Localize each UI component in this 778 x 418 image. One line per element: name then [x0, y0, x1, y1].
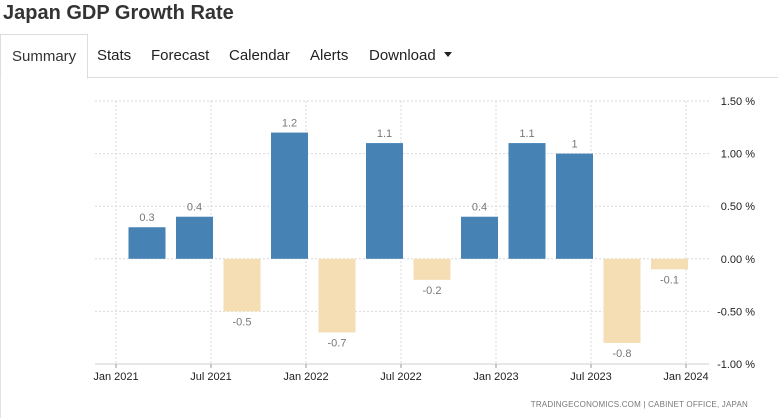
tab-alerts[interactable]: Alerts	[310, 34, 348, 78]
tab-summary-label: Summary	[12, 48, 77, 65]
bar-value-label: -0.1	[660, 274, 679, 286]
tab-calendar-label: Calendar	[229, 47, 290, 64]
tab-alerts-label: Alerts	[310, 47, 349, 64]
x-tick-label: Jul 2021	[190, 371, 232, 383]
chart-bars	[128, 132, 688, 343]
source-credit: TRADINGECONOMICS.COM | CABINET OFFICE, J…	[530, 400, 748, 409]
y-tick-label: 1.50 %	[721, 96, 755, 108]
y-tick-label: 1.00 %	[721, 149, 755, 161]
page-title: Japan GDP Growth Rate	[3, 2, 234, 24]
x-tick-label: Jan 2023	[473, 371, 518, 383]
bar	[318, 258, 356, 333]
bar	[223, 258, 261, 312]
tab-stats-label: Stats	[97, 47, 132, 64]
x-tick-label: Jan 2021	[93, 371, 138, 383]
bar-value-label: 0.4	[187, 202, 202, 214]
bar	[603, 258, 641, 343]
bar	[413, 258, 451, 280]
bar	[461, 216, 498, 259]
bar-value-label: 1.1	[519, 128, 534, 140]
tab-download-label: Download	[369, 47, 436, 64]
bar	[556, 153, 593, 259]
bar	[366, 143, 403, 259]
tab-forecast-label: Forecast	[151, 47, 210, 64]
x-tick-label: Jan 2022	[283, 371, 328, 383]
bar-value-label: 0.3	[139, 212, 154, 224]
tab-forecast[interactable]: Forecast	[151, 34, 209, 78]
y-tick-label: -0.50 %	[717, 306, 755, 318]
chart-y-axis: 1.50 % 1.00 % 0.50 % 0.00 % -0.50 % -1.00 %	[717, 96, 755, 371]
bar-value-label: -0.2	[423, 285, 442, 297]
tab-bar: Summary Stats Forecast Calendar Alerts D…	[0, 34, 778, 79]
panel-border	[0, 78, 1, 418]
bar-value-label: 1.1	[377, 128, 392, 140]
y-tick-label: 0.00 %	[721, 254, 755, 266]
y-tick-label: 0.50 %	[721, 201, 755, 213]
chevron-down-icon	[443, 51, 452, 57]
x-tick-label: Jan 2024	[663, 371, 708, 383]
bar	[271, 132, 308, 259]
tab-calendar[interactable]: Calendar	[229, 34, 290, 78]
bar-value-label: -0.7	[328, 337, 347, 349]
bar-value-label: 0.4	[472, 202, 487, 214]
tab-summary[interactable]: Summary	[0, 34, 89, 79]
bar	[128, 227, 166, 259]
bar-value-label: 1	[571, 139, 577, 151]
tab-stats[interactable]: Stats	[97, 34, 131, 78]
bar	[651, 258, 688, 270]
bar-value-label: -0.5	[233, 316, 252, 328]
chart-value-labels: 0.3 0.4 -0.5 1.2 -0.7 1.1 -0.2 0.4 1.1 1 -0.8 -0.1	[139, 118, 679, 360]
bar	[508, 143, 546, 259]
tab-download[interactable]: Download	[369, 34, 452, 78]
chart-x-axis: Jan 2021 Jul 2021 Jan 2022 Jul 2022 Jan 2023…	[93, 363, 709, 383]
x-tick-label: Jul 2023	[570, 371, 612, 383]
bar-value-label: 1.2	[282, 118, 297, 130]
bar-value-label: -0.8	[613, 348, 632, 360]
bar	[176, 216, 213, 259]
y-tick-label: -1.00 %	[717, 359, 755, 371]
x-tick-label: Jul 2022	[380, 371, 422, 383]
